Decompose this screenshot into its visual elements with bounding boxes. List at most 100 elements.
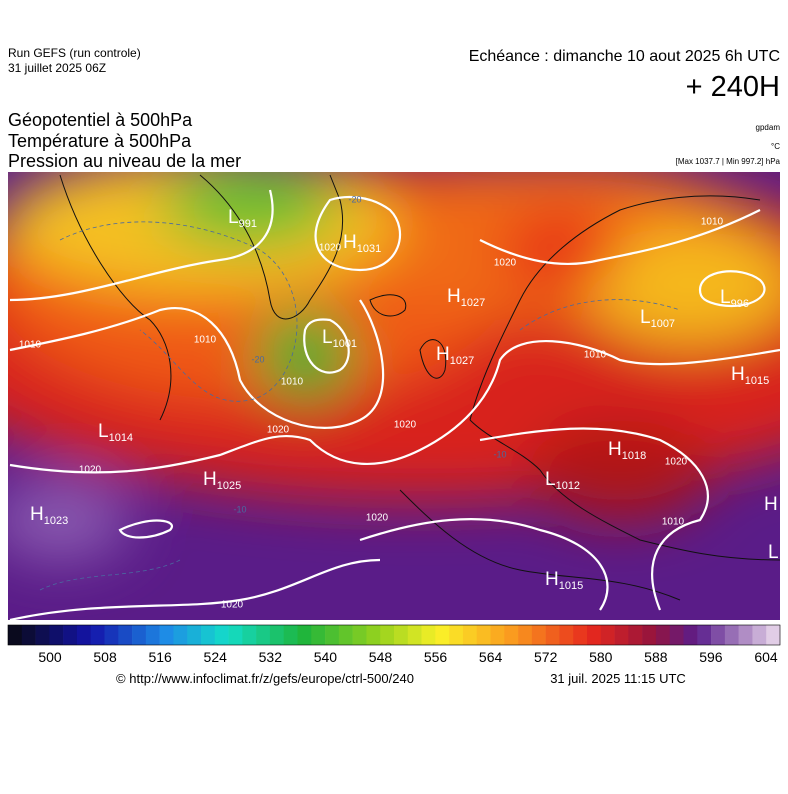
colorbar-cell: [394, 625, 409, 645]
pressure-type: H: [608, 439, 622, 460]
colorbar-cell: [145, 625, 160, 645]
colorbar-cell: [642, 625, 657, 645]
colorbar-cell: [35, 625, 50, 645]
colorbar-cell: [21, 625, 36, 645]
pressure-value: 1031: [357, 243, 381, 255]
contour-label: 1020: [494, 258, 517, 269]
contour-label: 1010: [19, 340, 42, 351]
pressure-center: L996: [720, 287, 749, 310]
unit: °C: [771, 142, 780, 151]
colorbar-cell: [683, 625, 698, 645]
pressure-center: H1018: [608, 439, 646, 462]
pressure-center: H1023: [30, 504, 68, 527]
pressure-center: H1025: [203, 469, 241, 492]
colorbar-cell: [545, 625, 560, 645]
map: [8, 172, 780, 620]
field: Géopotentiel à 500hPa: [8, 110, 193, 130]
pressure-type: H: [436, 344, 450, 365]
pressure-center: H1015: [545, 569, 583, 592]
pressure-type: H: [731, 364, 745, 385]
run-date: 31 juillet 2025 06Z: [8, 61, 106, 75]
colorbar-cell: [8, 625, 23, 645]
pressure-center: L1001: [322, 327, 357, 350]
temperature-label: -10: [493, 449, 506, 459]
colorbar-cell: [766, 625, 781, 645]
pressure-value: 1023: [44, 515, 68, 527]
pressure-type: H: [764, 494, 778, 515]
pressure-type: H: [30, 504, 44, 525]
pressure-type: H: [447, 286, 461, 307]
colorbar-cell: [242, 625, 257, 645]
map-labels: L991H1031H1027L1001H1027L1007L996H1015L1…: [19, 194, 779, 610]
colorbar-tick-label: 532: [259, 649, 283, 665]
contour-label: 1020: [665, 457, 688, 468]
colorbar-cell: [63, 625, 78, 645]
echeance: Echéance : dimanche 10 aout 2025 6h UTC: [469, 48, 780, 65]
colorbar-cell: [325, 625, 340, 645]
contour-label: 1020: [394, 420, 417, 431]
pressure-type: L: [545, 469, 556, 490]
contour-label: 1020: [79, 465, 102, 476]
colorbar-cell: [738, 625, 753, 645]
pressure-type: L: [228, 207, 239, 228]
colorbar-cell: [628, 625, 643, 645]
colorbar-tick-label: 596: [699, 649, 723, 665]
contour-label: 1010: [701, 217, 724, 228]
colorbar-cell: [421, 625, 436, 645]
pressure-type: L: [768, 542, 779, 563]
field: Température à 500hPa: [8, 131, 192, 151]
pressure-center: L1012: [545, 469, 580, 492]
temperature-label: -20: [251, 354, 264, 364]
footer-updated: 31 juil. 2025 11:15 UTC: [550, 671, 686, 686]
colorbar-tick-label: 564: [479, 649, 503, 665]
colorbar-cell: [462, 625, 478, 645]
colorbar-cell: [752, 625, 767, 645]
colorbar-cell: [669, 625, 684, 645]
pressure-value: 1025: [217, 480, 241, 492]
pressure-center: L1007: [640, 307, 675, 330]
colorbar-cell: [724, 625, 739, 645]
pressure-value: 1014: [109, 432, 133, 444]
colorbar-cell: [49, 625, 64, 645]
pressure-value: 991: [239, 218, 257, 230]
pressure-type: H: [545, 569, 559, 590]
colorbar-tick-label: 540: [314, 649, 338, 665]
contour-label: 1010: [281, 377, 304, 388]
colorbar-tick-label: 572: [534, 649, 558, 665]
colorbar-cell: [518, 625, 533, 645]
contour-label: 1010: [194, 335, 217, 346]
pressure-value: 1015: [745, 375, 769, 387]
colorbar-tick-label: 580: [589, 649, 613, 665]
contour-label: 1020: [267, 425, 290, 436]
pressure-value: 1027: [461, 297, 485, 309]
colorbar-cell: [297, 625, 312, 645]
colorbar-frame: [7, 624, 781, 646]
colorbar-cell: [352, 625, 367, 645]
horizon: + 240H: [686, 71, 780, 103]
pressure-type: L: [98, 421, 109, 442]
pressure-type: L: [640, 307, 651, 328]
colorbar-cell: [711, 625, 726, 645]
colorbar-cell: [214, 625, 229, 645]
colorbar-cell: [600, 625, 615, 645]
colorbar-tick-label: 524: [204, 649, 228, 665]
colorbar-cell: [256, 625, 271, 645]
pressure-center: H1015: [731, 364, 769, 387]
colorbar-cell: [173, 625, 188, 645]
pressure-value: 1012: [556, 480, 580, 492]
pressure-type: H: [343, 232, 357, 253]
pressure-center: H1031: [343, 232, 381, 255]
colorbar-cell: [283, 625, 298, 645]
colorbar-cell: [311, 625, 326, 645]
colorbar-tick-label: 604: [754, 649, 778, 665]
colorbar-cell: [531, 625, 546, 645]
unit: [Max 1037.7 | Min 997.2] hPa: [676, 157, 781, 166]
colorbar-cell: [614, 625, 629, 645]
colorbar-tick-label: 500: [38, 649, 62, 665]
colorbar-cell: [697, 625, 712, 645]
pressure-center: H1027: [447, 286, 485, 309]
pressure-value: 1027: [450, 355, 474, 367]
field: Pression au niveau de la mer: [8, 151, 241, 171]
colorbar-cell: [187, 625, 202, 645]
